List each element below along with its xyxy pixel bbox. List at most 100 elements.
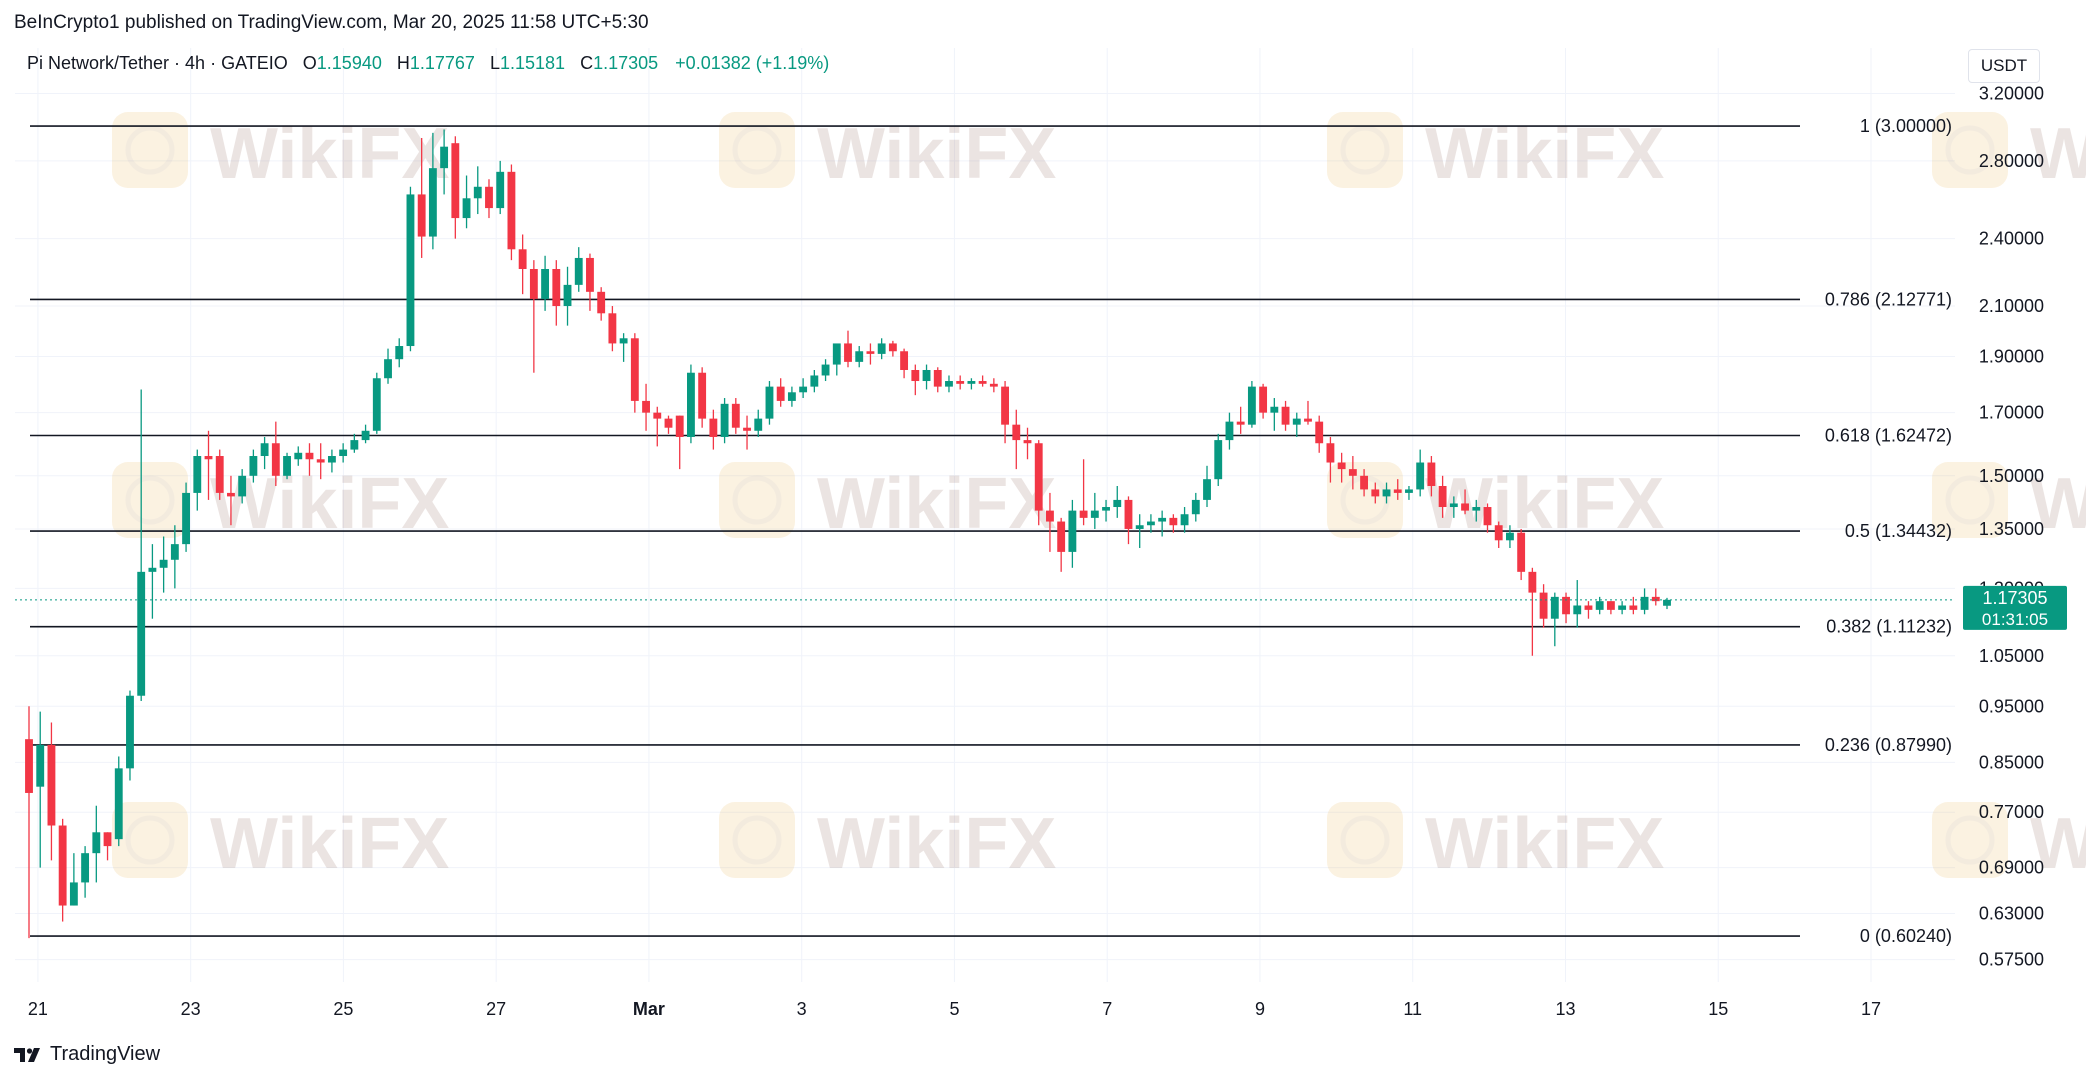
candle	[1135, 514, 1144, 549]
wikifx-watermark: WikiFX	[1932, 462, 2086, 544]
wikifx-watermark: WikiFX	[1932, 112, 2086, 194]
candle-body	[69, 882, 78, 906]
candle	[1539, 584, 1548, 628]
candle-body	[1023, 440, 1032, 444]
candle	[159, 536, 168, 593]
candle-body	[1046, 510, 1054, 522]
candle-body	[1461, 503, 1469, 511]
candle-body	[1191, 499, 1200, 515]
candle-body	[709, 418, 718, 437]
candle	[900, 348, 909, 379]
fibonacci-levels: 1 (3.00000) 0.786 (2.12771) 0.618 (1.62472…	[30, 116, 1952, 946]
candle-body	[731, 403, 740, 428]
candle	[1461, 489, 1469, 515]
candle	[518, 234, 527, 295]
candle	[866, 343, 875, 365]
candle	[989, 378, 998, 393]
close-value: 1.17305	[593, 53, 659, 73]
candle	[720, 398, 729, 444]
wikifx-watermark-text: WikiFX	[2030, 464, 2086, 544]
currency-button[interactable]: USDT	[1968, 49, 2040, 83]
candle-body	[541, 268, 550, 299]
candle-body	[799, 386, 808, 393]
candle	[765, 381, 774, 425]
candle	[1158, 510, 1167, 537]
candle-body	[1427, 462, 1436, 486]
candle	[810, 369, 819, 393]
candle-body	[58, 825, 67, 906]
candle	[1113, 485, 1122, 518]
candle	[69, 853, 78, 906]
tradingview-logo-icon	[14, 1047, 40, 1062]
candle-body	[1337, 462, 1346, 470]
candle-body	[417, 194, 426, 237]
time-tick-label: 17	[1861, 999, 1881, 1019]
wikifx-watermark-text: WikiFX	[210, 804, 449, 884]
time-tick-label: 13	[1555, 999, 1575, 1019]
candle	[888, 340, 897, 357]
candle-body	[1416, 462, 1425, 490]
candle-body	[92, 832, 101, 854]
candle-body	[821, 364, 830, 376]
tradingview-brand[interactable]: TradingView	[14, 1043, 160, 1066]
candle-body	[204, 456, 213, 460]
candle-body	[126, 695, 134, 769]
candle-body	[989, 383, 998, 387]
candle-body	[765, 386, 774, 419]
candle-body	[103, 832, 112, 847]
candle-body	[1539, 592, 1548, 619]
wikifx-logo-icon	[1932, 462, 2008, 538]
candle	[675, 415, 684, 470]
low-value: 1.15181	[499, 53, 566, 73]
candle	[215, 449, 224, 500]
candle	[316, 443, 325, 480]
candle	[1573, 580, 1582, 628]
candle-body	[1494, 525, 1503, 541]
candle	[1472, 499, 1481, 522]
wikifx-watermark-text: WikiFX	[2030, 114, 2086, 194]
candle	[1606, 601, 1615, 615]
price-tick-label: 2.10000	[1979, 296, 2044, 316]
candle-body	[327, 456, 336, 463]
candle-body	[81, 853, 90, 883]
candle-body	[720, 403, 729, 437]
candle	[294, 446, 303, 466]
candle-body	[361, 430, 370, 441]
candle-body	[1012, 424, 1021, 441]
candle-body	[855, 351, 864, 362]
candle	[1057, 517, 1066, 572]
candle-body	[395, 346, 404, 360]
candle-body	[1573, 605, 1582, 615]
candle	[1360, 469, 1369, 497]
candle-body	[406, 194, 415, 347]
low-label: L	[489, 53, 500, 73]
time-axis[interactable]: 21 23 25 27 Mar 3 5 7 9 11 13 15 17	[28, 999, 1881, 1019]
candle-body	[1629, 605, 1638, 610]
candle-body	[1405, 489, 1413, 493]
candle-body	[586, 257, 594, 292]
fib-level-label: 0.236 (0.87990)	[1825, 735, 1952, 755]
candle-body	[1528, 571, 1537, 593]
wikifx-watermark: WikiFX	[1327, 112, 1664, 194]
candle-body	[1236, 421, 1245, 425]
candle-body	[1483, 507, 1492, 526]
candle-body	[305, 452, 314, 460]
candle-body	[1618, 605, 1627, 610]
candle-body	[462, 198, 471, 219]
time-tick-label: 7	[1102, 999, 1112, 1019]
candle-body	[1214, 440, 1223, 480]
price-tick-label: 1.35000	[1979, 519, 2044, 539]
candle	[126, 690, 134, 781]
candle-body	[1102, 507, 1110, 511]
high-label: H	[396, 53, 410, 73]
candle-body	[485, 186, 493, 209]
wikifx-logo-icon	[112, 802, 188, 878]
last-price-tag	[1963, 585, 2067, 630]
candle	[462, 175, 471, 229]
brand-name: TradingView	[50, 1043, 161, 1065]
candle	[1494, 521, 1503, 549]
price-tick-label: 2.80000	[1979, 151, 2044, 171]
candle-body	[956, 381, 965, 384]
candle	[417, 137, 426, 258]
